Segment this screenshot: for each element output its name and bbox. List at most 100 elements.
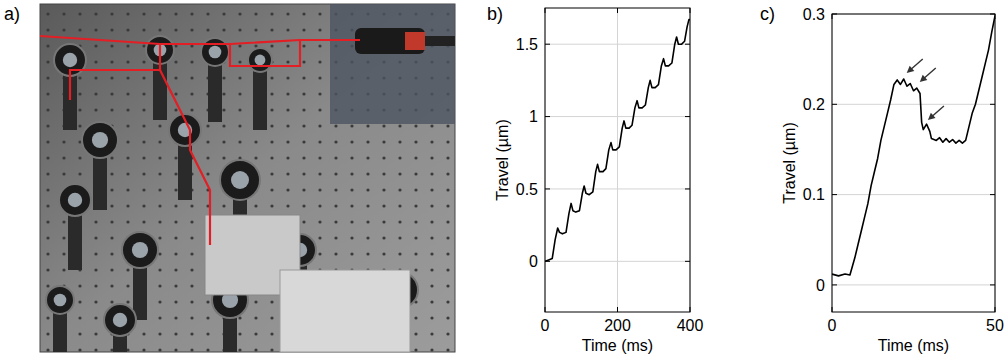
lens-mount bbox=[59, 184, 91, 216]
table-hole bbox=[126, 60, 129, 63]
table-hole bbox=[398, 156, 401, 159]
table-hole bbox=[126, 44, 129, 47]
table-hole bbox=[318, 220, 321, 223]
table-hole bbox=[238, 92, 241, 95]
table-hole bbox=[350, 188, 353, 191]
table-hole bbox=[398, 124, 401, 127]
table-hole bbox=[78, 316, 81, 319]
table-hole bbox=[126, 92, 129, 95]
grid-line bbox=[617, 8, 618, 312]
annotation-arrow bbox=[920, 68, 936, 82]
table-hole bbox=[414, 348, 417, 351]
table-hole bbox=[446, 124, 449, 127]
tick bbox=[990, 104, 995, 105]
table-hole bbox=[446, 236, 449, 239]
table-hole bbox=[350, 204, 353, 207]
photo-wall bbox=[330, 4, 455, 124]
table-hole bbox=[206, 300, 209, 303]
table-hole bbox=[270, 316, 273, 319]
table-hole bbox=[350, 172, 353, 175]
table-hole bbox=[334, 252, 337, 255]
table-hole bbox=[142, 28, 145, 31]
table-hole bbox=[126, 172, 129, 175]
tick bbox=[545, 261, 550, 262]
table-hole bbox=[174, 268, 177, 271]
axis-title: Travel (µm) bbox=[494, 119, 511, 201]
table-hole bbox=[414, 236, 417, 239]
table-hole bbox=[270, 188, 273, 191]
table-hole bbox=[94, 44, 97, 47]
tick-label: 0.1 bbox=[803, 186, 825, 203]
collimator bbox=[355, 28, 425, 54]
tick-label: 0.2 bbox=[803, 96, 825, 113]
table-hole bbox=[302, 108, 305, 111]
table-hole bbox=[446, 204, 449, 207]
table-hole bbox=[46, 236, 49, 239]
table-hole bbox=[430, 236, 433, 239]
table-hole bbox=[286, 44, 289, 47]
table-hole bbox=[350, 220, 353, 223]
table-hole bbox=[318, 140, 321, 143]
table-hole bbox=[382, 124, 385, 127]
tick-label: 1 bbox=[529, 108, 538, 125]
table-hole bbox=[206, 348, 209, 351]
table-hole bbox=[302, 140, 305, 143]
table-hole bbox=[222, 124, 225, 127]
table-hole bbox=[318, 204, 321, 207]
tick bbox=[685, 44, 690, 45]
table-hole bbox=[302, 28, 305, 31]
table-hole bbox=[430, 332, 433, 335]
table-hole bbox=[254, 28, 257, 31]
table-hole bbox=[398, 204, 401, 207]
table-hole bbox=[190, 76, 193, 79]
table-hole bbox=[62, 252, 65, 255]
table-hole bbox=[190, 204, 193, 207]
lens-mount bbox=[82, 122, 118, 158]
table-hole bbox=[238, 60, 241, 63]
tick-label: 0 bbox=[529, 253, 538, 270]
lens-mount bbox=[46, 286, 74, 314]
table-hole bbox=[158, 12, 161, 15]
table-hole bbox=[446, 220, 449, 223]
table-hole bbox=[270, 140, 273, 143]
table-hole bbox=[334, 172, 337, 175]
tick bbox=[617, 8, 618, 13]
table-hole bbox=[142, 60, 145, 63]
laser-beam bbox=[160, 70, 210, 245]
table-hole bbox=[430, 204, 433, 207]
table-hole bbox=[270, 76, 273, 79]
table-hole bbox=[430, 284, 433, 287]
table-hole bbox=[190, 252, 193, 255]
table-hole bbox=[286, 140, 289, 143]
table-hole bbox=[318, 76, 321, 79]
lens-mount bbox=[201, 38, 229, 66]
table-hole bbox=[126, 124, 129, 127]
optic bbox=[255, 55, 266, 66]
table-hole bbox=[222, 156, 225, 159]
table-hole bbox=[430, 348, 433, 351]
table-hole bbox=[110, 252, 113, 255]
table-hole bbox=[46, 332, 49, 335]
tick bbox=[832, 104, 837, 105]
tick-label: 0 bbox=[828, 317, 837, 334]
table-hole bbox=[382, 236, 385, 239]
table-hole bbox=[350, 236, 353, 239]
annotation-arrow bbox=[928, 106, 944, 120]
tick bbox=[832, 284, 837, 285]
table-hole bbox=[78, 124, 81, 127]
table-hole bbox=[62, 156, 65, 159]
tick-label: 0 bbox=[816, 277, 825, 294]
table-hole bbox=[94, 236, 97, 239]
table-hole bbox=[430, 268, 433, 271]
table-hole bbox=[334, 140, 337, 143]
tick bbox=[685, 116, 690, 117]
table-hole bbox=[190, 348, 193, 351]
table-hole bbox=[110, 60, 113, 63]
tick bbox=[832, 194, 837, 195]
table-hole bbox=[158, 188, 161, 191]
table-hole bbox=[46, 92, 49, 95]
table-hole bbox=[414, 268, 417, 271]
table-hole bbox=[158, 268, 161, 271]
table-hole bbox=[174, 284, 177, 287]
table-hole bbox=[126, 204, 129, 207]
